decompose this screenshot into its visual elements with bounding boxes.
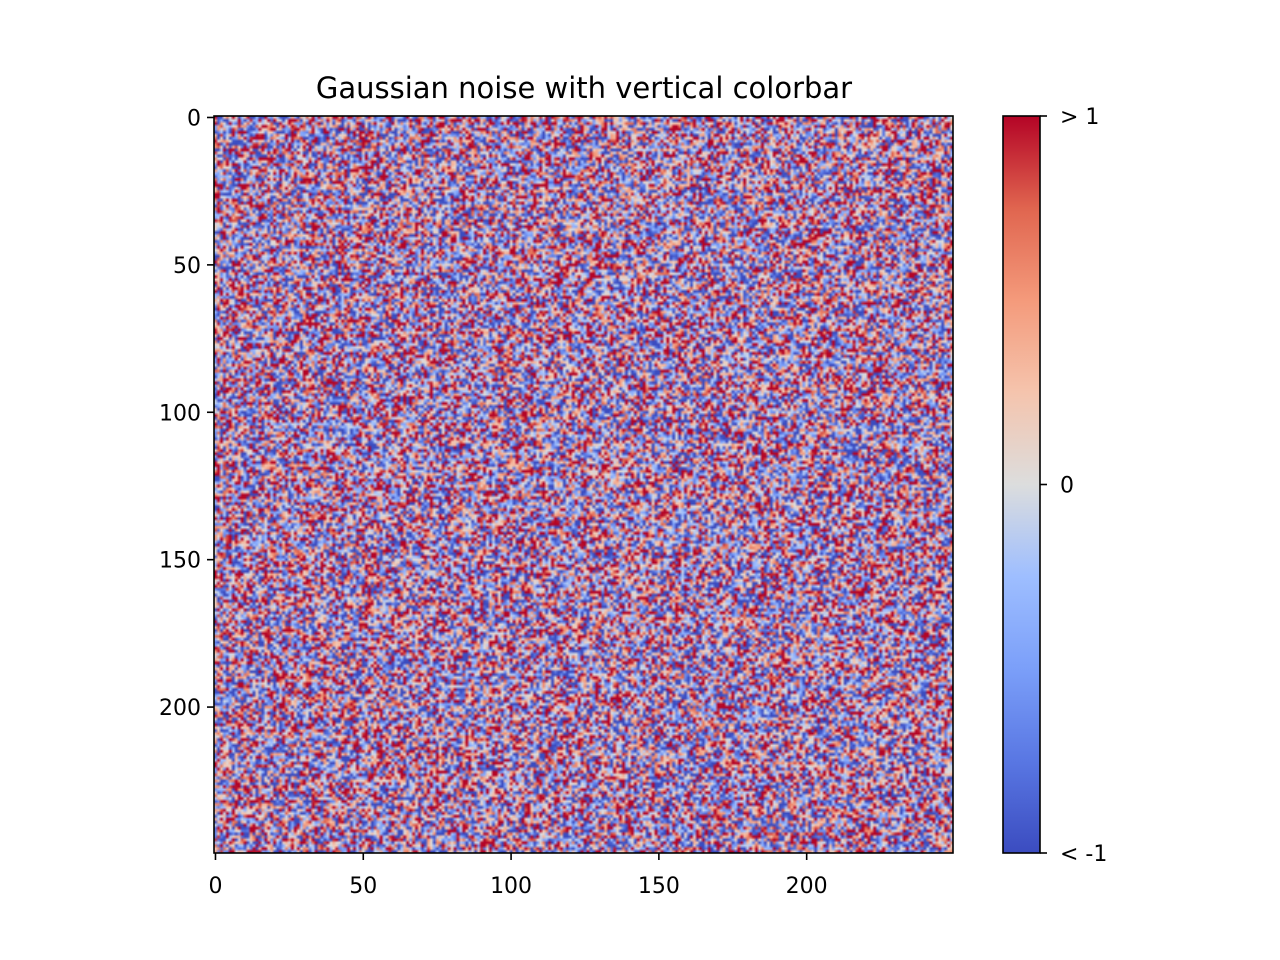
x-tick-label: 200 <box>786 874 828 899</box>
heatmap-image <box>214 116 953 853</box>
y-tick-label: 50 <box>173 254 201 279</box>
x-axis: 0 50 100 150 200 <box>208 853 828 899</box>
x-tick-label: 50 <box>349 874 377 899</box>
y-tick-label: 100 <box>159 401 201 426</box>
y-tick-label: 150 <box>159 549 201 574</box>
x-tick-label: 100 <box>490 874 532 899</box>
x-tick-label: 150 <box>638 874 680 899</box>
colorbar-tick-label: 0 <box>1060 474 1074 499</box>
y-axis: 0 50 100 150 200 <box>159 106 214 721</box>
colorbar-tick-label: > 1 <box>1060 105 1099 130</box>
colorbar-axis: < -1 0 > 1 <box>1040 105 1107 867</box>
colorbar-tick-label: < -1 <box>1060 842 1107 867</box>
axes-frame <box>213 115 954 854</box>
colorbar <box>1002 115 1041 854</box>
y-tick-label: 0 <box>187 106 201 131</box>
chart-title: Gaussian noise with vertical colorbar <box>316 71 852 105</box>
x-tick-label: 0 <box>208 874 222 899</box>
y-tick-label: 200 <box>159 696 201 721</box>
